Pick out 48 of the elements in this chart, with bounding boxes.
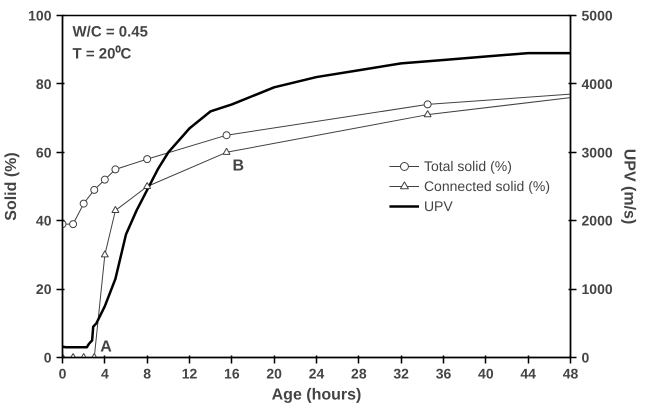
point	[222, 148, 231, 155]
x-tick-label: 12	[182, 366, 198, 382]
y-tick-label: 60	[36, 144, 52, 160]
x-tick-label: 8	[143, 366, 152, 382]
y-tick-label: 100	[28, 8, 52, 24]
x-tick-label: 20	[266, 366, 282, 382]
annotation: T = 20⁰C	[72, 44, 132, 62]
point	[90, 186, 98, 194]
x-tick-label: 0	[58, 366, 67, 382]
x-tick-label: 24	[308, 366, 324, 382]
x-tick-label: 48	[562, 366, 578, 382]
legend-label: Total solid (%)	[424, 158, 512, 174]
x-axis-title: Age (hours)	[272, 386, 362, 404]
y2-axis-title: UPV (m/s)	[620, 148, 638, 224]
y2-tick-label: 3000	[582, 144, 613, 160]
y-tick-label: 20	[36, 281, 52, 298]
annotation: W/C = 0.45	[72, 24, 148, 40]
y2-tick-label: 0	[582, 350, 590, 366]
point	[111, 206, 120, 213]
point	[100, 250, 109, 258]
point	[424, 100, 432, 108]
x-tick-label: 16	[224, 366, 240, 382]
annotation: B	[232, 157, 244, 174]
y2-tick-label: 1000	[582, 281, 613, 298]
y-axis-title: Solid (%)	[3, 152, 20, 221]
point	[100, 176, 109, 184]
annotation: A	[100, 338, 112, 356]
point	[424, 110, 432, 118]
x-tick-label: 28	[351, 366, 367, 382]
y2-tick-label: 5000	[582, 8, 613, 24]
point	[80, 200, 88, 208]
y2-tick-label: 4000	[582, 76, 613, 92]
point	[143, 155, 152, 164]
x-tick-label: 40	[478, 366, 494, 382]
point	[143, 182, 152, 190]
x-tick-label: 36	[436, 366, 452, 382]
y2-tick-label: 2000	[582, 212, 613, 229]
x-tick-label: 4	[100, 366, 109, 382]
point	[69, 220, 78, 228]
point	[222, 131, 231, 140]
x-tick-label: 44	[520, 366, 536, 382]
x-tick-label: 32	[393, 366, 410, 382]
y-tick-label: 0	[44, 350, 52, 366]
y-tick-label: 40	[36, 212, 52, 229]
y-tick-label: 80	[36, 76, 52, 92]
legend-label: Connected solid (%)	[424, 178, 550, 194]
point	[111, 165, 120, 174]
legend-label: UPV	[424, 198, 453, 214]
